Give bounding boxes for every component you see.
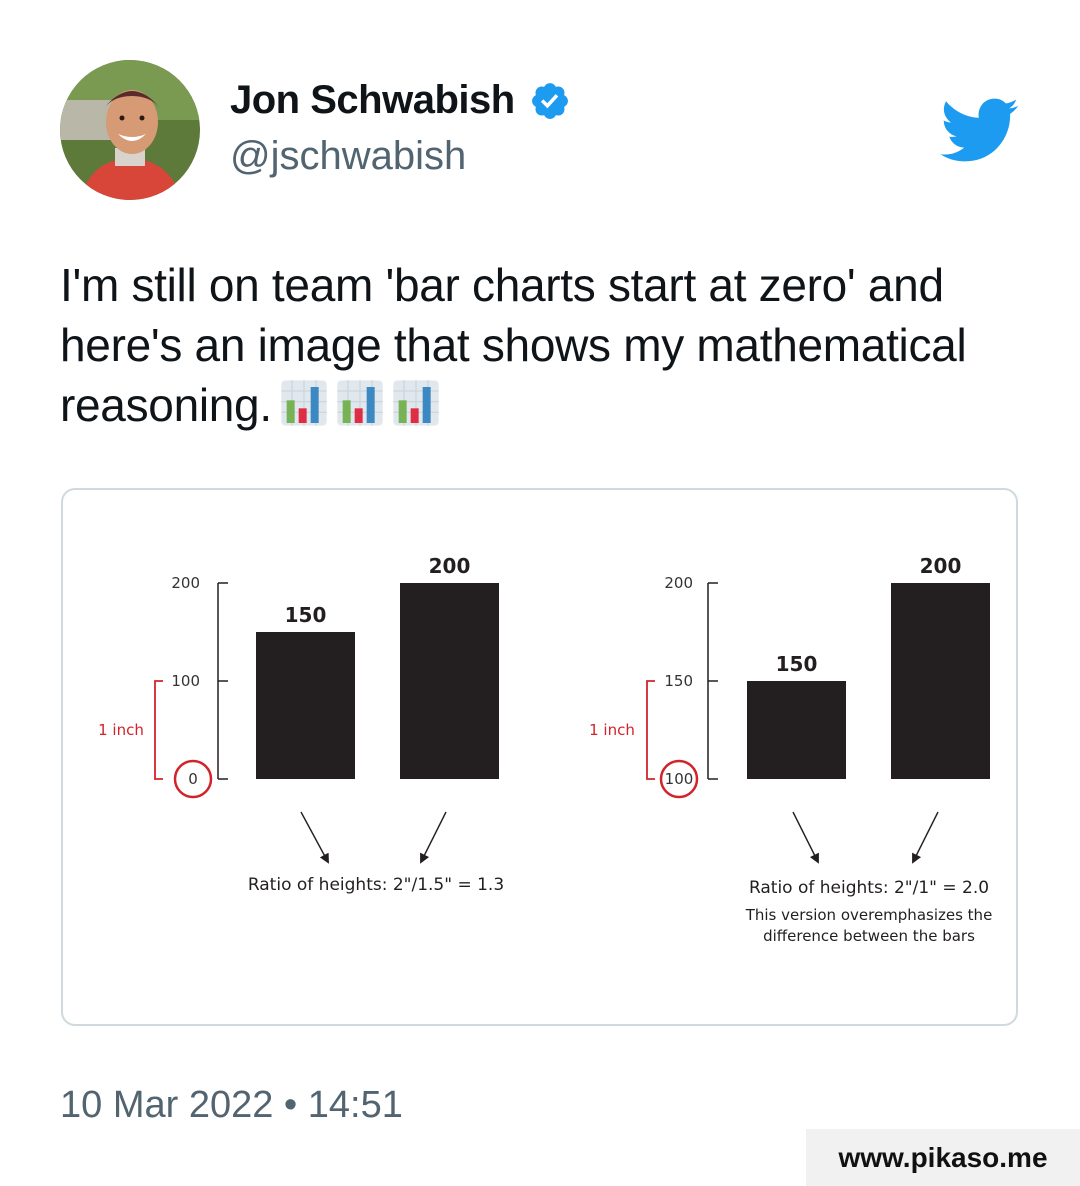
chart-2-bar-2 [891,583,990,779]
tweet-text-body: I'm still on team 'bar charts start at z… [60,259,966,431]
chart-1-unit-bracket [155,681,163,779]
bar-chart-emoji-icon [392,379,440,427]
author-handle[interactable]: @jschwabish [230,134,466,179]
emoji-group [272,379,440,431]
chart-1-bar-value-label: 200 [429,554,471,578]
chart-2-bar-value-label: 150 [776,652,818,676]
bar-chart-emoji-icon [336,379,384,427]
chart-1-tick-label: 200 [171,574,200,592]
chart-2-note-line: This version overemphasizes the [745,906,993,924]
chart-1-bar-1 [256,632,355,779]
tweet-text: I'm still on team 'bar charts start at z… [60,255,1020,435]
chart-2-bar-1 [747,681,846,779]
chart-1-unit-label: 1 inch [98,721,144,739]
tweet-timestamp[interactable]: 10 Mar 2022 • 14:51 [60,1084,403,1127]
chart-1-caption: Ratio of heights: 2"/1.5" = 1.3 [248,875,504,895]
chart-2-unit-label: 1 inch [589,721,635,739]
chart-2-arrow [913,812,938,862]
chart-1-tick-label: 100 [171,672,200,690]
chart-1-tick-label: 0 [188,770,198,788]
chart-2-tick-label: 100 [665,770,694,788]
chart-2-tick-label: 200 [664,574,693,592]
chart-2-tick-label: 150 [664,672,693,690]
verified-badge-icon [529,80,571,122]
bar-chart-comparison: 200 100 0 1 inch 150 200 Ratio of heights: 2"/… [63,490,1018,1026]
author-name-text: Jon Schwabish [230,78,515,123]
chart-1-bar-value-label: 150 [285,603,327,627]
chart-2-arrow [793,812,818,862]
watermark: www.pikaso.me [806,1129,1080,1186]
bar-chart-emoji-icon [280,379,328,427]
chart-2-note-line: difference between the bars [763,927,975,945]
author-avatar[interactable] [60,60,200,200]
chart-1-arrow [421,812,446,862]
tweet-media-image[interactable]: 200 100 0 1 inch 150 200 Ratio of heights: 2"/… [61,488,1018,1026]
chart-2-caption: Ratio of heights: 2"/1" = 2.0 [749,878,989,898]
twitter-bird-icon [940,98,1020,164]
chart-1-bar-2 [400,583,499,779]
chart-2-unit-bracket [647,681,655,779]
author-name[interactable]: Jon Schwabish [230,78,571,123]
avatar-image [60,60,200,200]
chart-1-arrow [301,812,328,862]
chart-2-bar-value-label: 200 [920,554,962,578]
